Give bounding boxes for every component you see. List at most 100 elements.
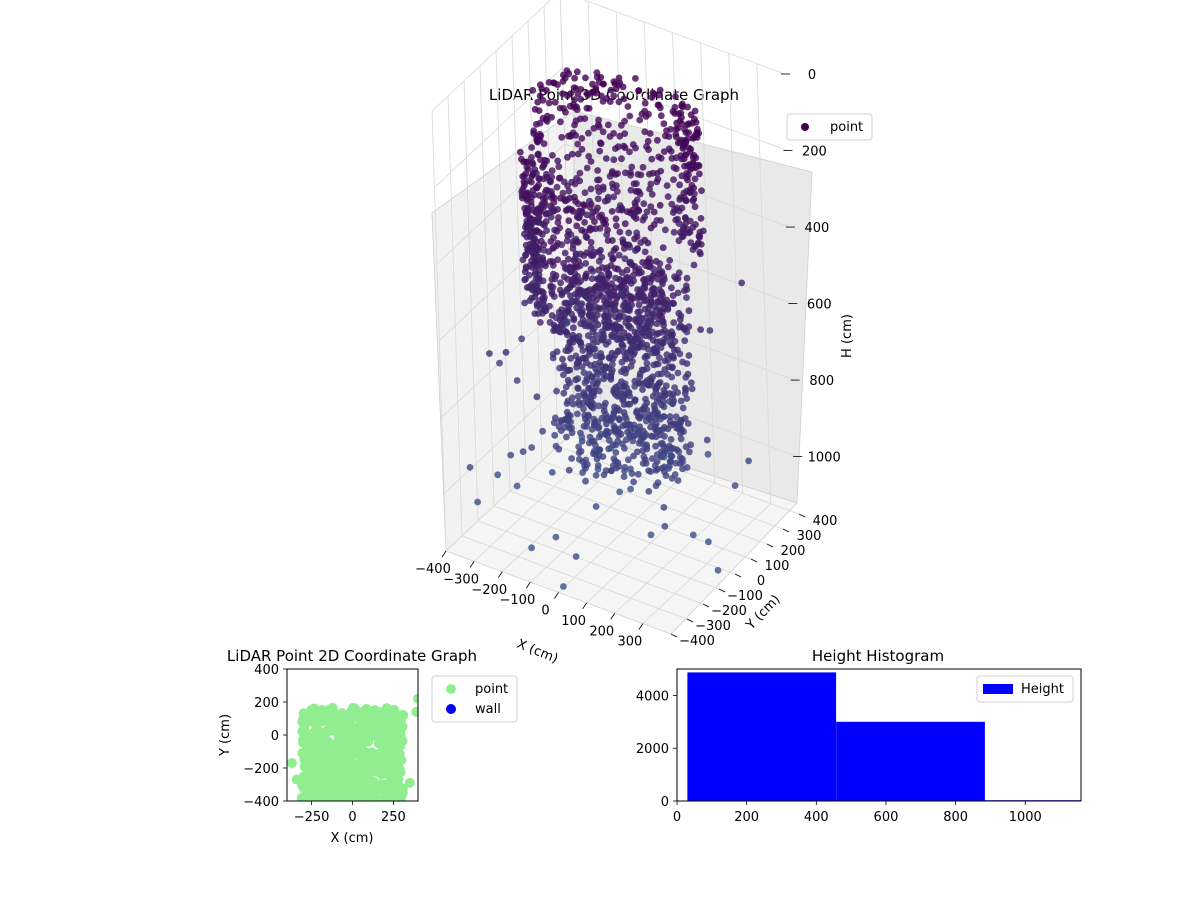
point-3d (659, 440, 666, 447)
point-3d (571, 270, 579, 277)
point-3d (621, 380, 629, 388)
point-3d (549, 152, 556, 159)
point-3d (582, 260, 590, 267)
point-3d (641, 281, 649, 288)
point-3d (668, 200, 676, 208)
legend-histogram: Height (976, 675, 1074, 703)
y-tick-3d (750, 558, 758, 563)
point-3d (621, 255, 629, 263)
point-3d (622, 415, 630, 423)
point-3d (662, 382, 670, 390)
point-3d (617, 430, 625, 438)
point-3d (618, 121, 625, 129)
point-3d (674, 420, 682, 428)
point-2d (339, 729, 350, 740)
point-3d (613, 336, 621, 344)
point-3d (571, 193, 578, 201)
point-3d (528, 444, 536, 451)
point-3d (549, 270, 557, 278)
y-axis-label-2d: Y (cm) (218, 714, 233, 757)
point-3d (622, 169, 629, 177)
point-3d (573, 222, 581, 230)
point-3d (626, 400, 634, 408)
point-2d (383, 740, 394, 751)
point-3d (691, 243, 698, 250)
point-3d (550, 79, 558, 87)
point-3d (610, 193, 618, 201)
point-3d (613, 388, 621, 396)
point-3d (494, 471, 502, 479)
point-3d (703, 436, 711, 444)
point-3d (568, 394, 576, 402)
point-3d (603, 231, 611, 239)
point-3d (531, 310, 539, 317)
point-3d (683, 286, 691, 293)
grid-line-y-left (495, 50, 511, 492)
point-2d (355, 707, 366, 718)
point-3d (687, 441, 695, 449)
point-3d (674, 369, 682, 377)
point-3d (533, 245, 541, 252)
x-tick-3d (582, 602, 587, 610)
x-tick-label-histogram: 600 (874, 810, 899, 825)
point-3d (684, 103, 691, 111)
point-3d (645, 319, 652, 327)
point-3d (687, 166, 695, 173)
x-tick-3d (638, 623, 644, 630)
point-3d (574, 358, 582, 366)
point-3d (496, 359, 503, 367)
point-3d (641, 248, 649, 256)
point-3d (590, 124, 598, 132)
point-3d (621, 334, 629, 341)
point-2d (355, 720, 366, 731)
point-3d (606, 133, 614, 140)
y-tick-label-histogram: 0 (661, 795, 669, 810)
point-3d (738, 279, 746, 287)
chart-3d: LiDAR Point 3D Coordinate Graph −400−300… (415, 0, 873, 667)
point-3d (704, 450, 712, 458)
x-tick-label-2d: 250 (381, 810, 406, 825)
point-3d (566, 379, 573, 387)
point-3d (670, 228, 678, 236)
point-3d (576, 262, 584, 270)
point-3d (602, 155, 610, 162)
point-3d (632, 247, 639, 255)
point-3d (697, 326, 704, 333)
x-tick-label-2d: −250 (294, 810, 330, 825)
point-2d (341, 782, 352, 793)
point-3d (547, 178, 554, 186)
point-3d (639, 163, 647, 171)
point-3d (580, 405, 587, 413)
point-3d (562, 108, 569, 116)
point-3d (555, 445, 563, 453)
x-axis-label-3d: X (cm) (515, 637, 560, 667)
point-2d (287, 758, 297, 768)
point-3d (660, 148, 668, 156)
point-3d (567, 231, 575, 238)
point-3d (705, 538, 712, 546)
point-3d (596, 358, 604, 366)
point-3d (683, 274, 691, 282)
point-3d (568, 310, 575, 318)
point-3d (603, 301, 610, 309)
point-3d (606, 172, 614, 180)
point-3d (631, 235, 638, 243)
x-tick-3d (497, 571, 503, 578)
point-3d (572, 250, 580, 258)
point-3d (624, 103, 632, 110)
point-3d (518, 155, 525, 163)
point-3d (604, 196, 612, 204)
point-3d (658, 464, 666, 472)
point-2d (291, 774, 302, 785)
point-3d (621, 445, 628, 452)
point-3d (682, 197, 690, 205)
point-3d (607, 444, 615, 452)
point-3d (609, 360, 616, 368)
point-3d (580, 201, 587, 209)
point-3d (654, 360, 662, 368)
point-3d (563, 318, 571, 325)
point-2d (365, 776, 376, 787)
point-3d (651, 407, 659, 415)
point-3d (528, 154, 535, 161)
point-3d (522, 251, 529, 259)
